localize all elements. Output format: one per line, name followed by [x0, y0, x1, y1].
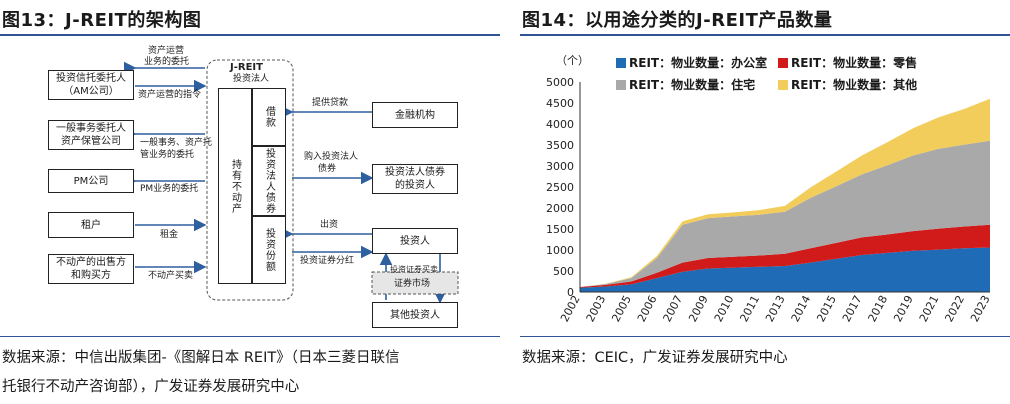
area-series-2	[580, 140, 990, 287]
securities-market-label: 证券市场	[394, 279, 431, 289]
diagram-connectors	[123, 59, 459, 304]
financial-institution-box: 金融机构	[372, 102, 458, 128]
center-subtitle: 投资法人	[233, 74, 270, 84]
x-tick-label: 2023	[968, 293, 993, 324]
y-tick-label: 500	[553, 265, 574, 278]
label-rent: 租金	[160, 230, 179, 240]
figure-13-title: 图13：J-REIT的架构图	[2, 10, 202, 31]
legend-residential: REIT：物业数量：住宅	[616, 76, 755, 93]
figure-14-panel: 图14：以用途分类的J-REIT产品数量 （个） 0 500 1000 1500 2000…	[520, 0, 1010, 404]
figure-14-title: 图14：以用途分类的J-REIT产品数量	[522, 10, 833, 31]
area-series-0	[580, 247, 990, 292]
y-tick-label: 1000	[546, 244, 574, 257]
y-tick-label: 4000	[546, 118, 574, 131]
x-tick-label: 2019	[891, 293, 916, 324]
x-tick-label: 2010	[712, 293, 737, 324]
x-tick-label: 2015	[814, 293, 839, 324]
x-tick-label: 2013	[763, 293, 788, 324]
y-tick-label: 1500	[546, 223, 574, 236]
y-tick-label: 0	[567, 286, 574, 299]
label-custody-entrust: 管业务的委托	[140, 150, 195, 160]
label-bond: 债券	[318, 164, 337, 174]
label-pm-entrust: PM业务的委托	[140, 184, 199, 194]
label-buy-bond: 购入投资法人	[304, 152, 359, 162]
tenant-box: 租户	[48, 212, 134, 238]
custodian-box: 一般事务委托人 资产保管公司	[48, 120, 134, 150]
y-tick-label: 3000	[546, 160, 574, 173]
label-general-affairs: 一般事务、资产托	[140, 138, 213, 148]
legend-office-swatch	[616, 57, 626, 68]
x-tick-label: 2009	[686, 293, 711, 324]
label-asset-operation: 资产运营	[148, 46, 185, 56]
y-tick-label: 2000	[546, 202, 574, 215]
y-tick-label: 4500	[546, 97, 574, 110]
label-provide-loan: 提供贷款	[312, 98, 349, 108]
legend-other-swatch	[778, 79, 788, 90]
x-tick-label: 2021	[917, 293, 942, 324]
label-property-trade: 不动产买卖	[148, 271, 194, 281]
area-series-3	[580, 98, 990, 287]
label-business-entrust: 业务的委托	[144, 57, 190, 67]
legend-retail-swatch	[778, 57, 788, 68]
y-tick-label: 2500	[546, 181, 574, 194]
source-rule	[520, 336, 1010, 337]
center-title: J-REIT	[230, 62, 263, 73]
label-capital: 出资	[320, 220, 339, 230]
x-tick-label: 2018	[866, 293, 891, 324]
investor-box: 投资人	[372, 228, 458, 254]
x-tick-label: 2003	[584, 293, 609, 324]
other-investor-box: 其他投资人	[372, 302, 458, 328]
figure-13-panel: 图13：J-REIT的架构图	[0, 0, 500, 404]
x-tick-label: 2002	[558, 293, 583, 324]
area-series-1	[580, 224, 990, 288]
x-tick-label: 2017	[840, 293, 865, 324]
seller-buyer-box: 不动产的出售方 和购买方	[48, 254, 134, 284]
x-tick-label: 2005	[609, 293, 634, 324]
jreit-count-chart: （个） 0 500 1000 1500 2000 2500 3000 3500 4000 4500 5…	[520, 40, 1010, 336]
label-operation-order: 资产运营的指令	[138, 90, 202, 100]
legend-residential-swatch	[616, 79, 626, 90]
am-company-box: 投资信托委托人 （AM公司）	[48, 70, 134, 100]
title-rule	[0, 34, 500, 36]
figure-14-source: 数据来源：CEIC，广发证券发展研究中心	[522, 350, 788, 366]
y-tick-label: 3500	[546, 139, 574, 152]
figure-13-source: 数据来源：中信出版集团-《图解日本 REIT》（日本三菱日联信 托银行不动产咨询…	[2, 350, 400, 395]
x-tick-label: 2007	[661, 293, 686, 324]
bond-investor-box: 投资法人债券 的投资人	[372, 164, 458, 194]
legend-other: REIT：物业数量：其他	[778, 76, 917, 93]
label-securities-trade: 投资证券买卖	[390, 265, 438, 274]
loan-cell: 借款	[252, 88, 286, 146]
x-tick-label: 2006	[635, 293, 660, 324]
legend-office: REIT：物业数量：办公室	[616, 54, 767, 71]
legend-retail: REIT：物业数量：零售	[778, 54, 917, 71]
hold-property-box: 持有不动产	[218, 88, 252, 284]
share-cell: 投资份额	[252, 216, 286, 284]
y-tick-label: 5000	[546, 76, 574, 89]
label-dividend: 投资证券分红	[300, 256, 355, 266]
pm-company-box: PM公司	[48, 169, 134, 193]
area-chart-svg: （个） 0 500 1000 1500 2000 2500 3000 3500 4000 4500 5…	[546, 54, 993, 324]
x-tick-label: 2014	[789, 293, 814, 324]
x-tick-label: 2011	[737, 293, 762, 324]
jreit-structure-diagram: J-REIT 投资法人 持有不动产 借款 投资法人债券 投资份额 投资信托委托人…	[0, 40, 500, 332]
source-rule	[0, 336, 500, 337]
bond-cell: 投资法人债券	[252, 146, 286, 216]
y-unit-label: （个）	[556, 54, 589, 67]
x-tick-label: 2022	[942, 293, 967, 324]
title-rule	[520, 34, 1010, 36]
